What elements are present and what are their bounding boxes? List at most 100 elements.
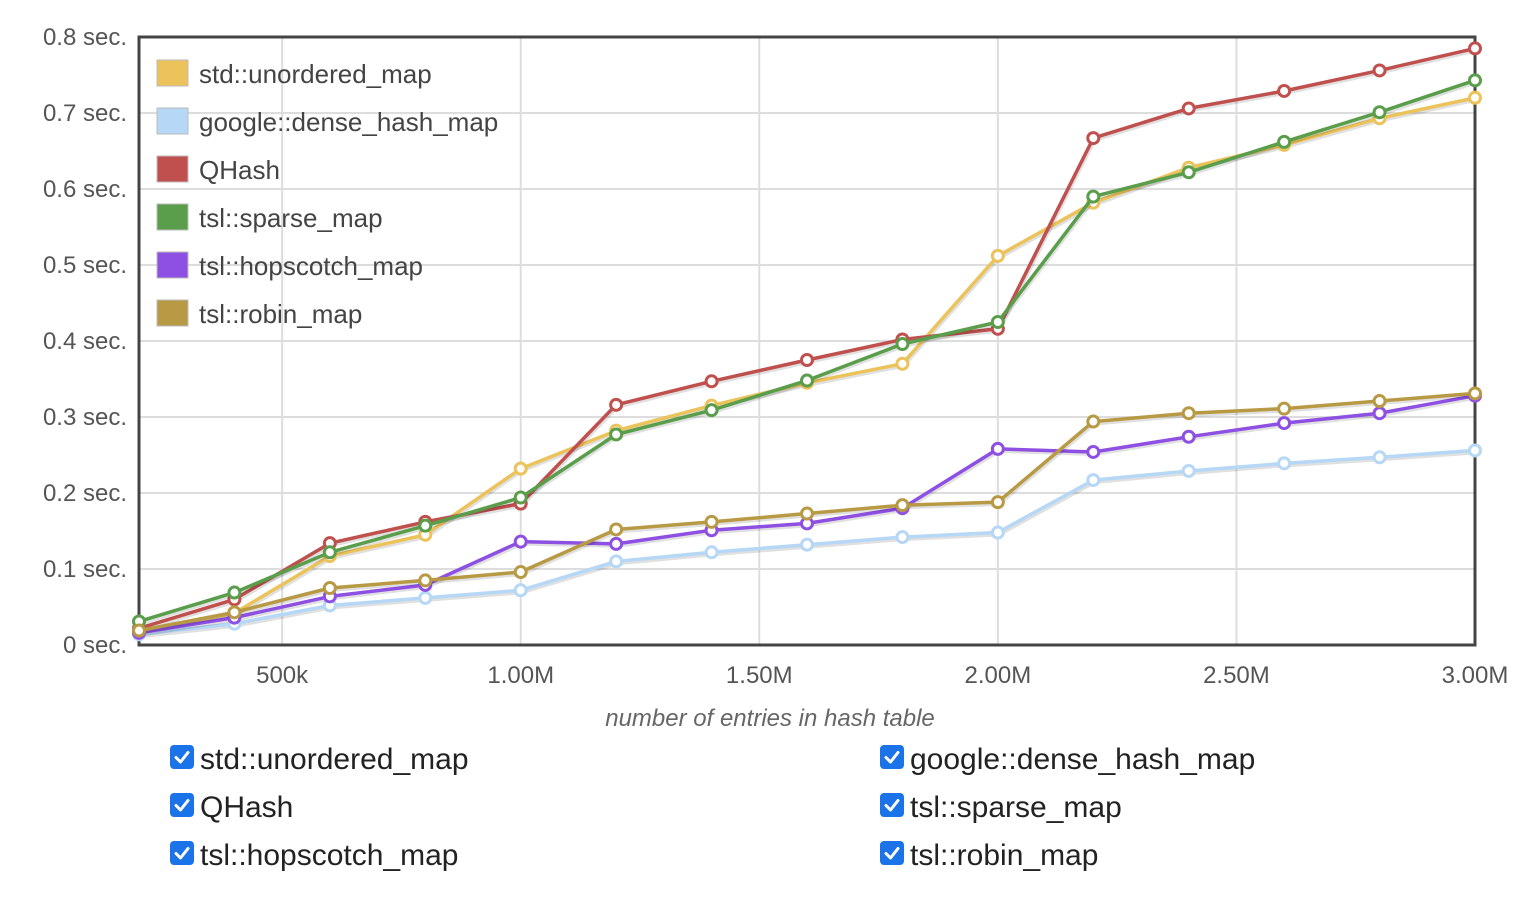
data-point	[227, 605, 242, 620]
data-point	[513, 583, 528, 598]
data-point	[990, 248, 1005, 263]
data-point	[609, 522, 624, 537]
data-point	[990, 495, 1005, 510]
data-point	[513, 534, 528, 549]
data-point	[704, 403, 719, 418]
series-tsl-sparse-map	[132, 73, 1482, 629]
y-tick-label: 0.4 sec.	[43, 328, 127, 355]
y-tick-label: 0.5 sec.	[43, 252, 127, 279]
checkbox-checked-icon[interactable]	[170, 793, 194, 817]
data-point	[513, 461, 528, 476]
data-point	[895, 337, 910, 352]
data-point	[227, 585, 242, 600]
data-point	[1086, 189, 1101, 204]
legend-label: tsl::robin_map	[199, 299, 362, 329]
checkbox-checked-icon[interactable]	[170, 745, 194, 769]
x-tick-label: 1.00M	[487, 662, 554, 689]
data-point	[1181, 463, 1196, 478]
data-point	[1468, 90, 1482, 105]
data-point	[322, 545, 337, 560]
y-axis: 0 sec. 0.1 sec. 0.2 sec. 0.3 sec. 0.4 sec. 0.…	[43, 24, 127, 659]
data-point	[800, 537, 814, 552]
data-point	[418, 590, 433, 605]
x-tick-label: 500k	[256, 662, 309, 689]
data-point	[1468, 41, 1482, 56]
toggle-qhash[interactable]: QHash	[170, 788, 293, 828]
x-tick-label: 1.50M	[726, 662, 793, 689]
legend-swatch	[156, 107, 189, 135]
toggle-label: google::dense_hash_map	[910, 743, 1256, 776]
data-point	[1086, 473, 1101, 488]
y-tick-label: 0.6 sec.	[43, 176, 127, 203]
toggle-label: tsl::sparse_map	[910, 791, 1122, 824]
data-point	[513, 565, 528, 580]
checkbox-checked-icon[interactable]	[880, 745, 904, 769]
y-tick-label: 0 sec.	[63, 632, 127, 659]
data-point	[704, 514, 719, 529]
series-toggle-panel: std::unordered_map google::dense_hash_ma…	[0, 738, 1522, 908]
data-point	[132, 623, 146, 638]
series-layer	[132, 41, 1482, 642]
toggle-tsl-robin-map[interactable]: tsl::robin_map	[880, 836, 1098, 876]
series-google-dense-hash-map	[132, 443, 1482, 642]
checkbox-checked-icon[interactable]	[880, 841, 904, 865]
data-point	[609, 536, 624, 551]
chart-grid	[139, 36, 1476, 646]
legend-swatch	[156, 155, 189, 183]
data-point	[1181, 406, 1196, 421]
x-axis: 500k 1.00M 1.50M 2.00M 2.50M 3.00M	[256, 662, 1508, 689]
y-tick-label: 0.7 sec.	[43, 100, 127, 127]
toggle-label: QHash	[200, 791, 294, 824]
legend-label: QHash	[199, 155, 280, 185]
data-point	[895, 356, 910, 371]
checkbox-checked-icon[interactable]	[170, 841, 194, 865]
data-point	[895, 498, 910, 513]
data-point	[990, 441, 1005, 456]
y-tick-label: 0.1 sec.	[43, 556, 127, 583]
data-point	[1277, 83, 1292, 98]
data-point	[990, 315, 1005, 329]
data-point	[704, 545, 719, 560]
toggle-label: std::unordered_map	[200, 743, 469, 776]
data-point	[1277, 416, 1292, 431]
toggle-std-unordered-map[interactable]: std::unordered_map	[170, 740, 469, 780]
data-point	[609, 427, 624, 442]
data-point	[1468, 443, 1482, 458]
data-point	[1372, 406, 1387, 421]
data-point	[1372, 63, 1387, 78]
data-point	[322, 581, 337, 595]
data-point	[1468, 386, 1482, 401]
legend-swatch	[156, 251, 189, 279]
data-point	[1468, 73, 1482, 88]
data-point	[1086, 414, 1101, 429]
data-point	[513, 490, 528, 505]
legend-label: google::dense_hash_map	[199, 107, 498, 137]
y-tick-label: 0.2 sec.	[43, 480, 127, 507]
chart-legend: std::unordered_mapgoogle::dense_hash_map…	[156, 59, 498, 329]
series-tsl-robin-map	[132, 386, 1482, 638]
toggle-tsl-sparse-map[interactable]: tsl::sparse_map	[880, 788, 1122, 828]
legend-swatch	[156, 299, 189, 327]
toggle-label: tsl::hopscotch_map	[200, 839, 459, 872]
x-axis-label: number of entries in hash table	[605, 705, 935, 732]
data-point	[800, 506, 814, 521]
legend-swatch	[156, 59, 189, 87]
plot-area-border	[137, 35, 1477, 647]
x-tick-label: 3.00M	[1442, 662, 1509, 689]
x-tick-label: 2.00M	[965, 662, 1032, 689]
data-point	[1181, 165, 1196, 180]
legend-label: tsl::sparse_map	[199, 203, 383, 233]
y-tick-label: 0.3 sec.	[43, 404, 127, 431]
data-point	[1277, 456, 1292, 471]
data-point	[1372, 105, 1387, 120]
toggle-label: tsl::robin_map	[910, 839, 1099, 872]
data-point	[609, 554, 624, 569]
data-point	[704, 374, 719, 389]
toggle-tsl-hopscotch-map[interactable]: tsl::hopscotch_map	[170, 836, 458, 876]
legend-swatch	[156, 203, 189, 231]
data-point	[895, 530, 910, 545]
checkbox-checked-icon[interactable]	[880, 793, 904, 817]
line-chart: 0 sec. 0.1 sec. 0.2 sec. 0.3 sec. 0.4 sec. 0.…	[43, 24, 1508, 732]
y-tick-label: 0.8 sec.	[43, 24, 127, 51]
toggle-google-dense-hash-map[interactable]: google::dense_hash_map	[880, 740, 1255, 780]
